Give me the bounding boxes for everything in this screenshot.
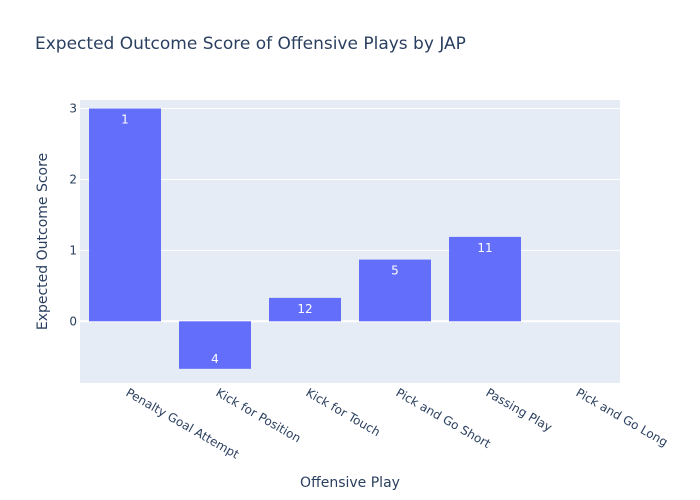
- bar: [89, 108, 161, 322]
- plot-area: [80, 100, 620, 383]
- bar-data-label: 1: [121, 113, 129, 127]
- bar-data-label: 11: [477, 241, 492, 255]
- grid-lines: [80, 108, 620, 251]
- x-axis-title: Offensive Play: [300, 475, 400, 491]
- bars: 1 4 12 5 11: [89, 108, 521, 369]
- bar-data-label: 12: [297, 302, 312, 316]
- x-tick-label: Passing Play: [484, 385, 555, 434]
- x-tick-label: Pick and Go Short: [394, 385, 494, 451]
- bar: [449, 236, 521, 322]
- bar: [179, 321, 251, 369]
- y-tick-label: 2: [69, 172, 77, 186]
- y-tick-label: 0: [69, 314, 77, 328]
- bar: [269, 297, 341, 322]
- y-axis-title: Expected Outcome Score: [35, 153, 51, 330]
- x-tick-label: Kick for Position: [214, 385, 304, 445]
- y-tick-label: 1: [69, 243, 77, 257]
- bar-data-label: 5: [391, 264, 399, 278]
- chart-title: Expected Outcome Score of Offensive Play…: [35, 34, 466, 54]
- y-axis-ticks: 0 1 2 3: [69, 102, 77, 329]
- y-tick-label: 3: [69, 102, 77, 116]
- x-tick-label: Kick for Touch: [304, 385, 383, 439]
- bar-data-label: 4: [211, 352, 219, 366]
- x-tick-label: Pick and Go Long: [574, 385, 671, 449]
- bar: [359, 259, 431, 322]
